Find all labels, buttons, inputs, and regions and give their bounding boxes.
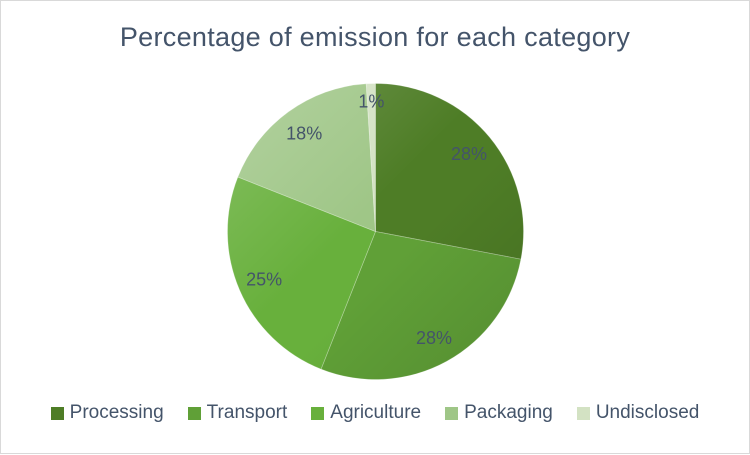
legend-swatch-agriculture bbox=[311, 406, 325, 420]
legend-swatch-transport bbox=[187, 406, 201, 420]
pie-shading-overlay bbox=[227, 83, 524, 380]
legend-swatch-undisclosed bbox=[576, 406, 590, 420]
legend-item-processing: Processing bbox=[50, 402, 164, 424]
slice-label-transport: 28% bbox=[416, 328, 452, 348]
chart-title: Percentage of emission for each category bbox=[119, 22, 631, 52]
legend-label: Transport bbox=[206, 402, 288, 423]
legend-item-agriculture: Agriculture bbox=[311, 402, 421, 424]
legend-item-packaging: Packaging bbox=[445, 402, 553, 424]
legend: Processing Transport Agriculture Packaging U… bbox=[1, 402, 749, 424]
legend-swatch-processing bbox=[50, 406, 64, 420]
slice-label-undisclosed: 1% bbox=[358, 91, 384, 111]
legend-item-transport: Transport bbox=[187, 402, 288, 424]
slice-label-processing: 28% bbox=[451, 144, 487, 164]
slice-label-agriculture: 25% bbox=[246, 270, 282, 290]
legend-swatch-packaging bbox=[445, 406, 459, 420]
slice-label-packaging: 18% bbox=[286, 123, 322, 143]
legend-label: Packaging bbox=[464, 402, 553, 423]
legend-label: Undisclosed bbox=[595, 402, 700, 423]
legend-label: Processing bbox=[69, 402, 164, 423]
legend-label: Agriculture bbox=[330, 402, 422, 423]
legend-item-undisclosed: Undisclosed bbox=[576, 402, 700, 424]
